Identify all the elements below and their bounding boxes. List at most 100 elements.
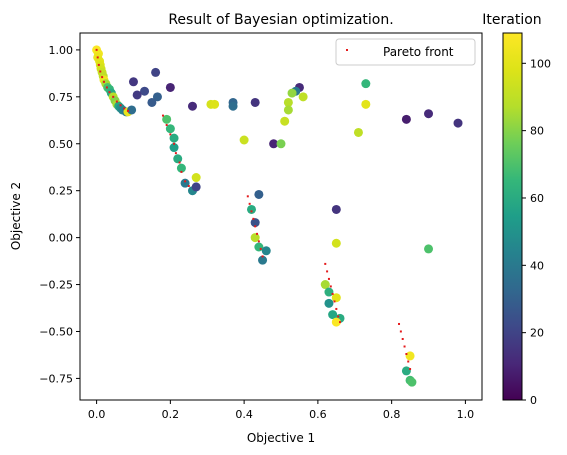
scatter-point bbox=[250, 97, 260, 107]
scatter-point bbox=[320, 280, 330, 290]
y-tick-label: −0.25 bbox=[39, 279, 73, 292]
scatter-point bbox=[361, 99, 371, 109]
pareto-point bbox=[115, 100, 118, 103]
scatter-point bbox=[165, 82, 175, 92]
x-tick-label: 0.2 bbox=[162, 408, 180, 421]
pareto-point bbox=[403, 345, 406, 348]
scatter-point bbox=[128, 77, 138, 87]
pareto-point bbox=[165, 123, 168, 126]
scatter-point bbox=[405, 351, 415, 361]
legend-marker-pareto bbox=[346, 49, 348, 51]
scatter-point bbox=[165, 124, 175, 134]
pareto-point bbox=[333, 300, 336, 303]
pareto-point bbox=[337, 315, 340, 318]
pareto-point bbox=[409, 368, 412, 371]
pareto-point bbox=[187, 184, 190, 187]
scatter-point bbox=[331, 238, 341, 248]
scatter-point bbox=[152, 92, 162, 102]
scatter-point bbox=[169, 133, 179, 143]
pareto-point bbox=[180, 170, 183, 173]
scatter-point bbox=[147, 97, 157, 107]
y-axis: −0.75 −0.50 −0.25 0.00 0.25 0.50 0.75 1.00 bbox=[39, 44, 80, 385]
x-tick-label: 0.4 bbox=[235, 408, 253, 421]
scatter-point bbox=[324, 298, 334, 308]
pareto-point bbox=[161, 114, 164, 117]
y-tick-label: −0.50 bbox=[39, 325, 73, 338]
scatter-point bbox=[140, 86, 150, 96]
scatter-point bbox=[191, 182, 201, 192]
pareto-point bbox=[96, 56, 99, 59]
pareto-point bbox=[126, 109, 129, 112]
pareto-point bbox=[246, 195, 249, 198]
scatter-point bbox=[401, 366, 411, 376]
scatter-point bbox=[324, 287, 334, 297]
scatter-point bbox=[401, 114, 411, 124]
scatter-point bbox=[407, 377, 417, 387]
scatter-point bbox=[424, 244, 434, 254]
pareto-point bbox=[407, 360, 410, 363]
scatter-point bbox=[246, 204, 256, 214]
scatter-point bbox=[162, 114, 172, 124]
x-axis: 0.0 0.2 0.4 0.6 0.8 1.0 bbox=[88, 400, 474, 421]
y-tick-label: 0.50 bbox=[49, 138, 74, 151]
colorbar-tick-label: 60 bbox=[530, 192, 544, 205]
y-tick-label: 0.75 bbox=[49, 91, 74, 104]
colorbar-gradient bbox=[502, 32, 523, 401]
pareto-point bbox=[327, 277, 330, 280]
y-tick-label: −0.75 bbox=[39, 372, 73, 385]
scatter-point bbox=[250, 233, 260, 243]
x-tick-label: 0.0 bbox=[88, 408, 106, 421]
scatter-point bbox=[127, 105, 137, 115]
scatter-point bbox=[361, 79, 371, 89]
pareto-point bbox=[112, 95, 115, 98]
scatter-point bbox=[328, 310, 338, 320]
pareto-point bbox=[399, 330, 402, 333]
pareto-front-series bbox=[95, 48, 412, 371]
scatter-point bbox=[173, 154, 183, 164]
scatter-point bbox=[453, 118, 463, 128]
scatter-point bbox=[424, 109, 434, 119]
pareto-point bbox=[101, 76, 104, 79]
legend-label-pareto: Pareto front bbox=[383, 45, 454, 59]
pareto-point bbox=[169, 133, 172, 136]
colorbar-tick-label: 20 bbox=[530, 327, 544, 340]
pareto-point bbox=[248, 202, 251, 205]
scatter-point bbox=[331, 293, 341, 303]
pareto-point bbox=[108, 91, 111, 94]
x-tick-label: 1.0 bbox=[457, 408, 475, 421]
pareto-point bbox=[252, 217, 255, 220]
scatter-point bbox=[331, 204, 341, 214]
pareto-point bbox=[257, 240, 260, 243]
pareto-point bbox=[335, 307, 338, 310]
scatter-point bbox=[331, 317, 341, 327]
scatter-series bbox=[92, 45, 463, 387]
pareto-point bbox=[99, 70, 102, 73]
scatter-point bbox=[261, 246, 271, 256]
colorbar-tick-label: 80 bbox=[530, 125, 544, 138]
scatter-point bbox=[283, 97, 293, 107]
colorbar-tick-label: 100 bbox=[530, 57, 551, 70]
pareto-point bbox=[174, 152, 177, 155]
y-tick-label: 1.00 bbox=[49, 44, 74, 57]
scatter-point bbox=[180, 178, 190, 188]
pareto-point bbox=[119, 104, 122, 107]
colorbar-tick-label: 40 bbox=[530, 259, 544, 272]
scatter-point bbox=[276, 139, 286, 149]
pareto-point bbox=[329, 285, 332, 288]
pareto-point bbox=[173, 142, 176, 145]
scatter-point bbox=[176, 163, 186, 173]
pareto-point bbox=[105, 86, 108, 89]
colorbar: Iteration 0 20 40 60 80 100 bbox=[482, 12, 551, 407]
legend: Pareto front bbox=[335, 38, 476, 66]
scatter-point bbox=[151, 67, 161, 77]
chart-title: Result of Bayesian optimization. bbox=[168, 12, 393, 28]
colorbar-ticks: 0 20 40 60 80 100 bbox=[522, 57, 551, 407]
y-tick-label: 0.25 bbox=[49, 185, 74, 198]
scatter-point bbox=[254, 189, 264, 199]
pareto-point bbox=[259, 247, 262, 250]
scatter-point bbox=[239, 135, 249, 145]
plot-frame bbox=[79, 32, 483, 401]
scatter-point bbox=[283, 105, 293, 115]
pareto-point bbox=[324, 262, 327, 265]
scatter-point bbox=[287, 88, 297, 98]
